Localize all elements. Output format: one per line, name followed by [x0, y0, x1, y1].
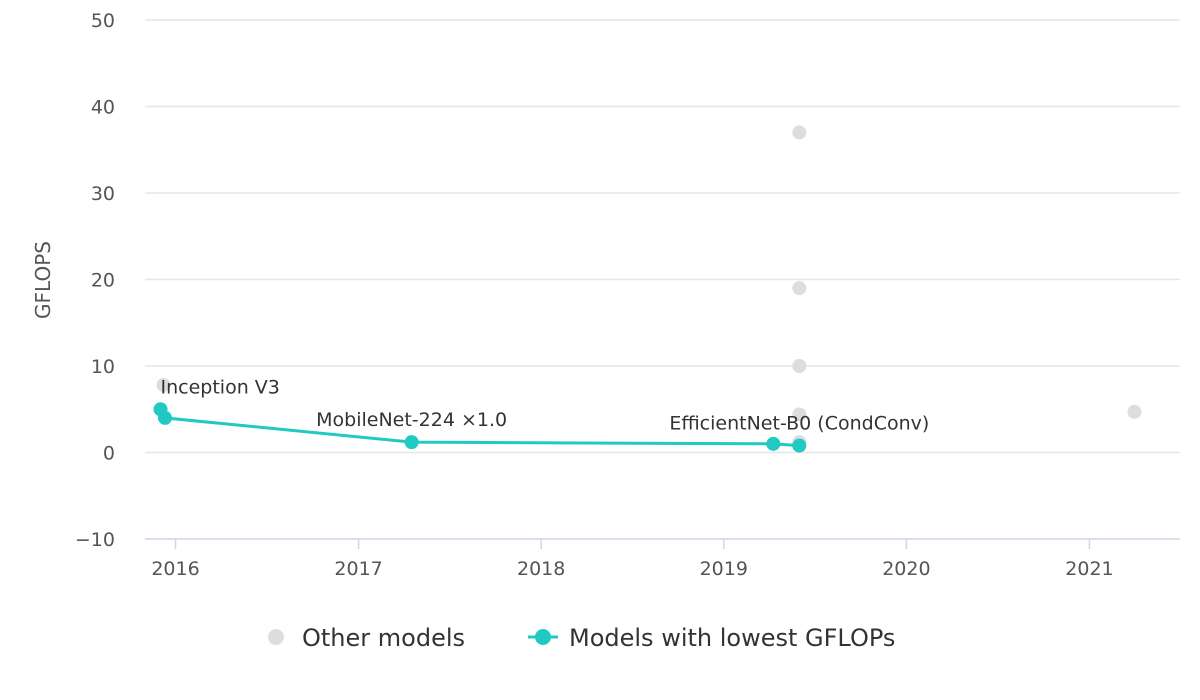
data-point[interactable] [766, 436, 781, 451]
point-annotation: Inception V3 [161, 376, 280, 398]
series-layer [153, 125, 1142, 453]
x-axis: 2016 2017 2018 2019 2020 2021 [145, 538, 1180, 580]
legend-marker [268, 629, 284, 645]
data-point[interactable] [404, 435, 419, 450]
x-tick-label: 2020 [882, 558, 930, 580]
x-tick-label: 2021 [1065, 558, 1113, 580]
point-annotation: EfficientNet-B0 (CondConv) [669, 413, 929, 435]
x-tick-label: 2016 [151, 558, 199, 580]
data-point[interactable] [792, 125, 807, 140]
x-tick-label: 2019 [700, 558, 748, 580]
data-point[interactable] [156, 378, 171, 393]
annotations: Inception V3 MobileNet-224 ×1.0 EfficientN… [161, 376, 930, 434]
y-tick-label: 30 [91, 183, 115, 205]
x-tick-label: 2018 [517, 558, 565, 580]
legend-label: Other models [302, 624, 465, 652]
y-tick-label: 0 [103, 443, 115, 465]
legend-item-lowest-gflops[interactable]: Models with lowest GFLOPs [528, 624, 895, 652]
data-point[interactable] [792, 407, 807, 422]
legend[interactable]: Other models Models with lowest GFLOPs [268, 624, 895, 652]
data-point[interactable] [792, 281, 807, 296]
point-annotation: MobileNet-224 ×1.0 [316, 409, 507, 431]
y-tick-label: 20 [91, 270, 115, 292]
legend-item-other-models[interactable]: Other models [268, 624, 465, 652]
x-tick-label: 2017 [334, 558, 382, 580]
data-point[interactable] [1127, 404, 1142, 419]
data-point[interactable] [792, 438, 807, 453]
data-point[interactable] [158, 410, 173, 425]
y-axis: −10 0 10 20 30 40 50 [75, 10, 115, 551]
series-other-models [156, 125, 1142, 450]
y-tick-label: 10 [91, 356, 115, 378]
series-lowest-gflops [153, 402, 807, 453]
y-axis-title: GFLOPS [31, 241, 55, 319]
y-tick-label: 50 [91, 10, 115, 32]
legend-marker [535, 629, 551, 645]
legend-label: Models with lowest GFLOPs [569, 624, 895, 652]
grid-layer [145, 19, 1180, 454]
data-point[interactable] [792, 359, 807, 373]
y-tick-label: −10 [75, 529, 115, 551]
y-tick-label: 40 [91, 97, 115, 119]
